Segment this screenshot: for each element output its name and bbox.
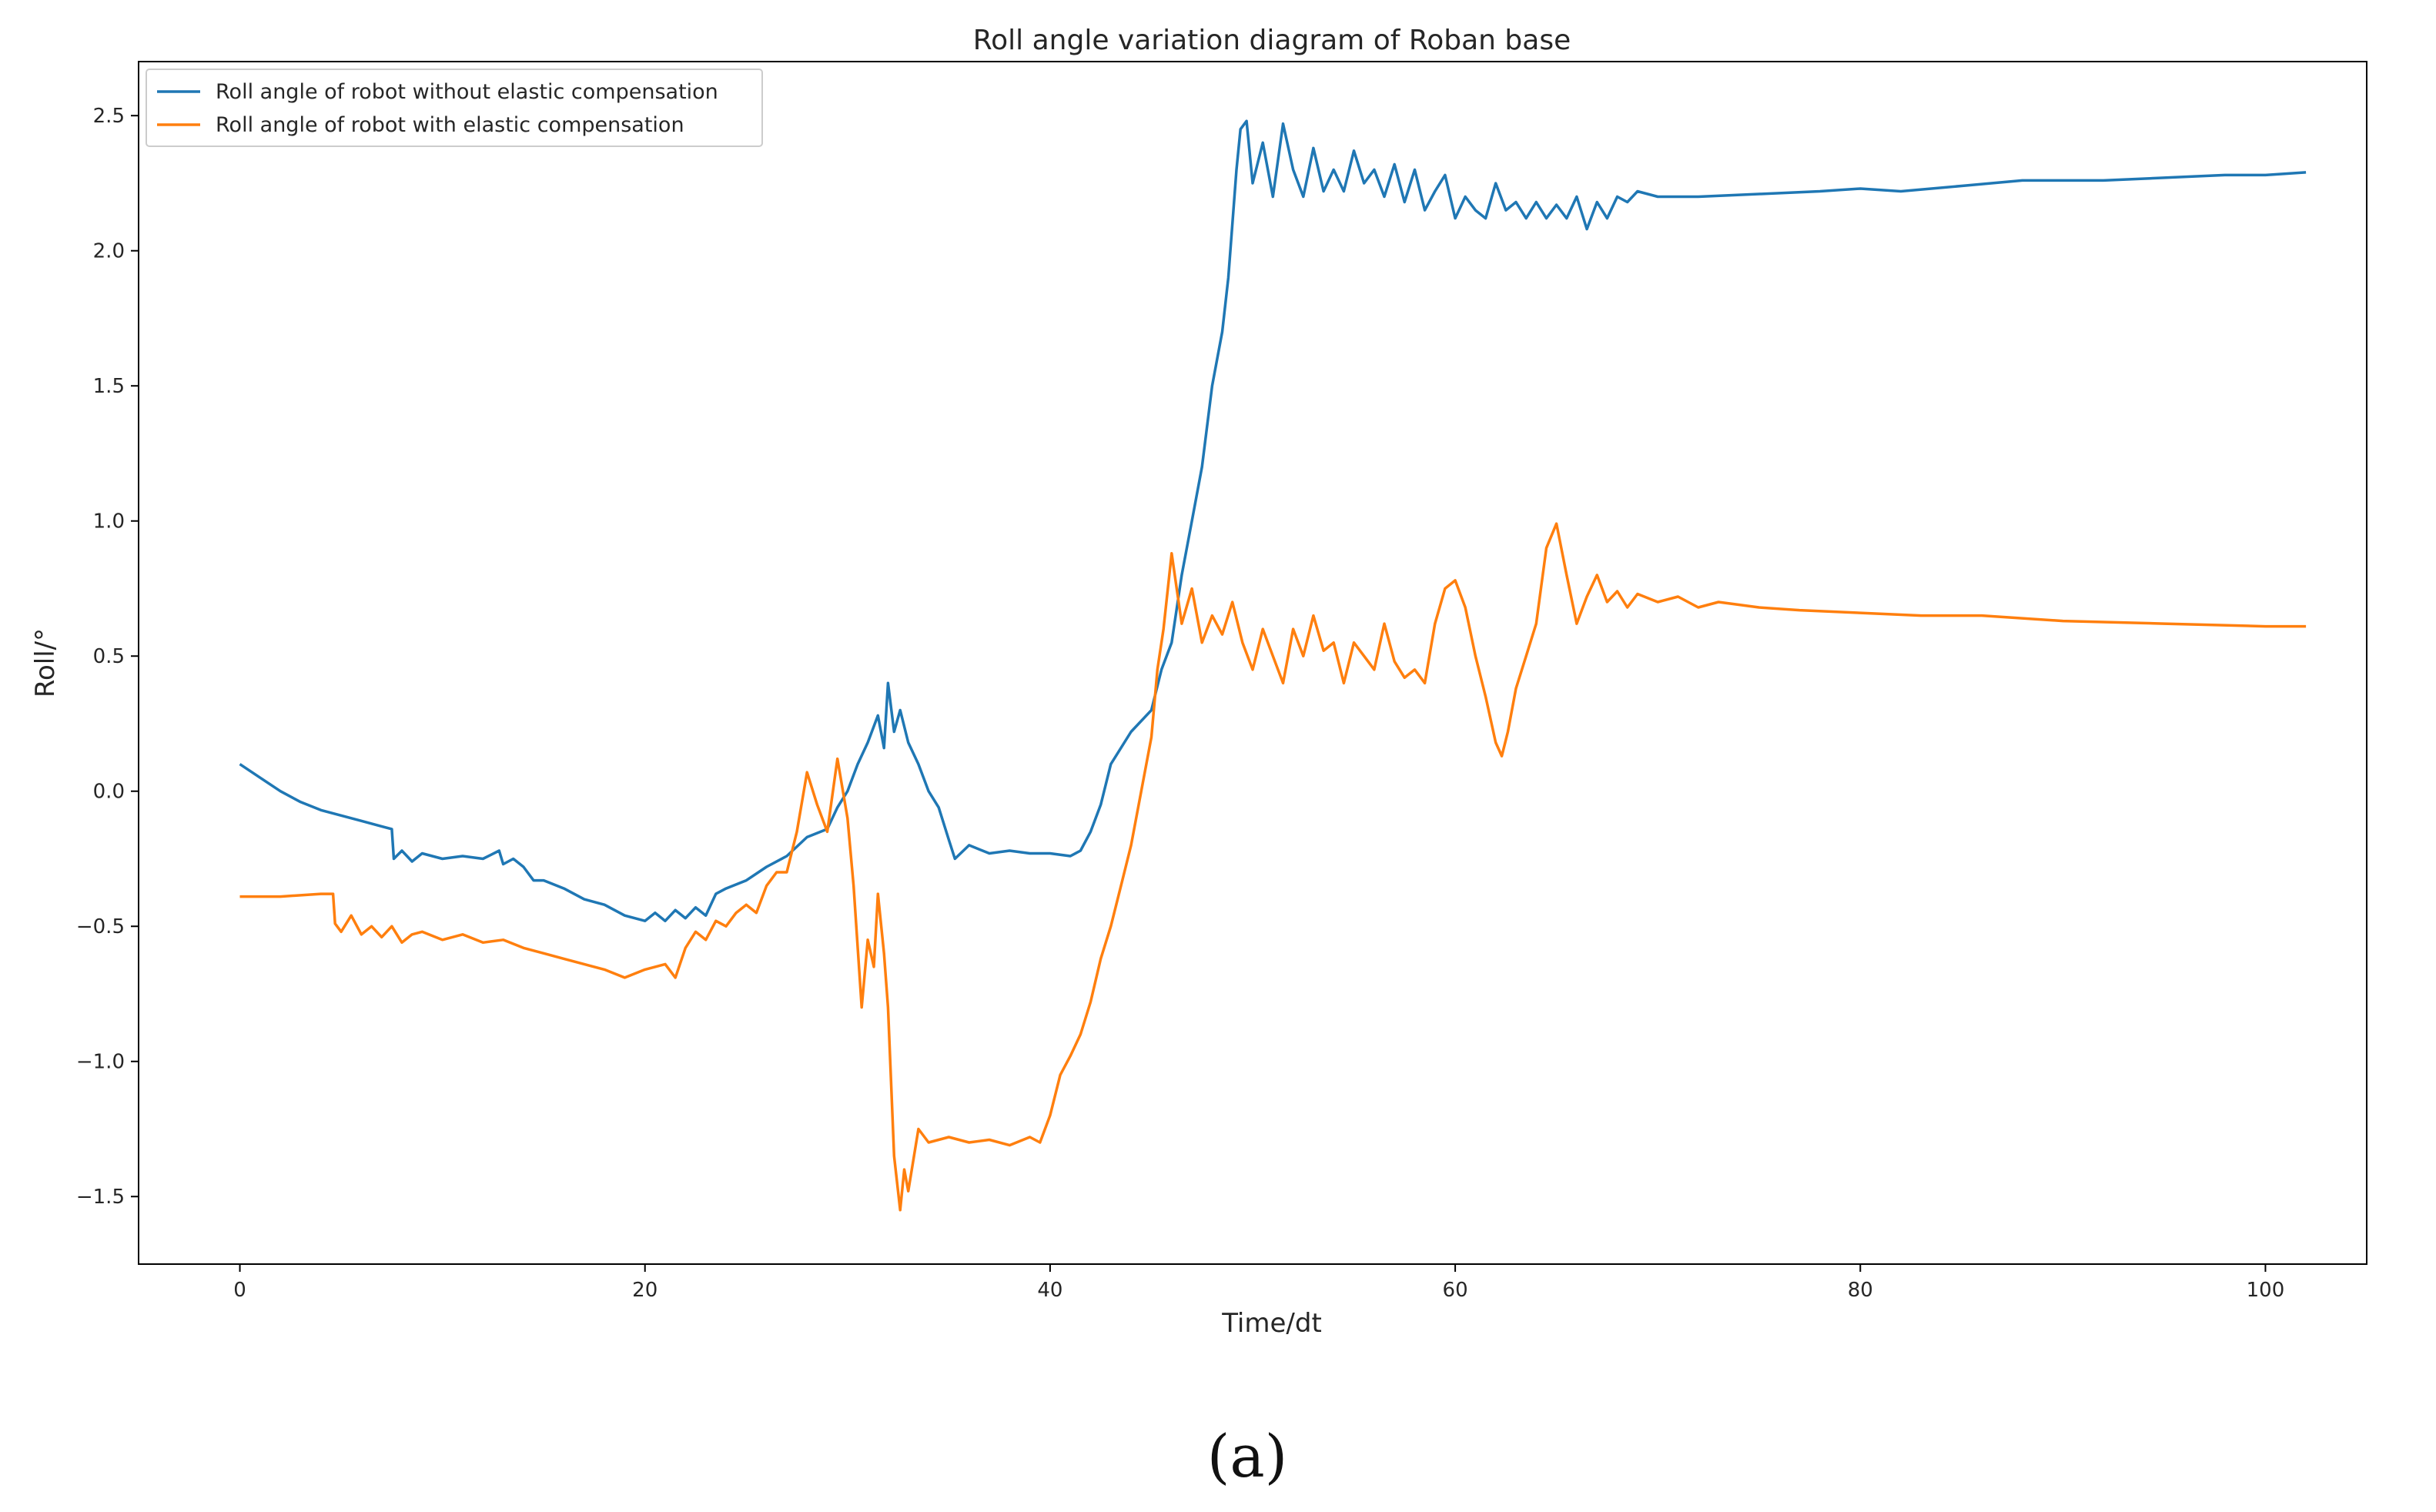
x-tick-label: 40	[1037, 1279, 1062, 1302]
legend-label-with-compensation: Roll angle of robot with elastic compens…	[216, 113, 684, 137]
y-tick-label: 1.0	[93, 510, 125, 534]
series-lines	[239, 119, 2307, 1212]
x-tick-label: 60	[1443, 1279, 1468, 1302]
y-tick-label: 0.0	[93, 781, 125, 804]
axis-ticks: 0 20 40 60 80 100 −1.5 −1.0 −0.5 0.0 0.5 1.0 1.5 2.0 2…	[76, 105, 2284, 1302]
legend: Roll angle of robot without elastic comp…	[146, 69, 763, 147]
x-tick-label: 20	[632, 1279, 658, 1302]
legend-label-without-compensation: Roll angle of robot without elastic comp…	[216, 80, 718, 104]
plot-area-frame	[138, 61, 2367, 1265]
x-tick-label: 0	[233, 1279, 246, 1302]
y-tick-label: −0.5	[76, 915, 125, 938]
series-line-with-compensation	[239, 522, 2307, 1212]
y-tick-label: 1.5	[93, 375, 125, 398]
series-line-without-compensation	[239, 119, 2307, 922]
y-tick-label: −1.0	[76, 1051, 125, 1074]
y-tick-label: 2.5	[93, 105, 125, 128]
chart-title: Roll angle variation diagram of Roban ba…	[973, 25, 1571, 56]
x-tick-label: 80	[1848, 1279, 1873, 1302]
legend-box	[146, 69, 763, 147]
figure-caption: (a)	[1207, 1422, 1288, 1490]
y-tick-label: 0.5	[93, 645, 125, 668]
x-axis-label: Time/dt	[1221, 1308, 1322, 1339]
y-axis-label: Roll/°	[30, 628, 61, 697]
x-tick-label: 100	[2247, 1279, 2285, 1302]
y-tick-label: −1.5	[76, 1186, 125, 1209]
y-tick-label: 2.0	[93, 240, 125, 263]
